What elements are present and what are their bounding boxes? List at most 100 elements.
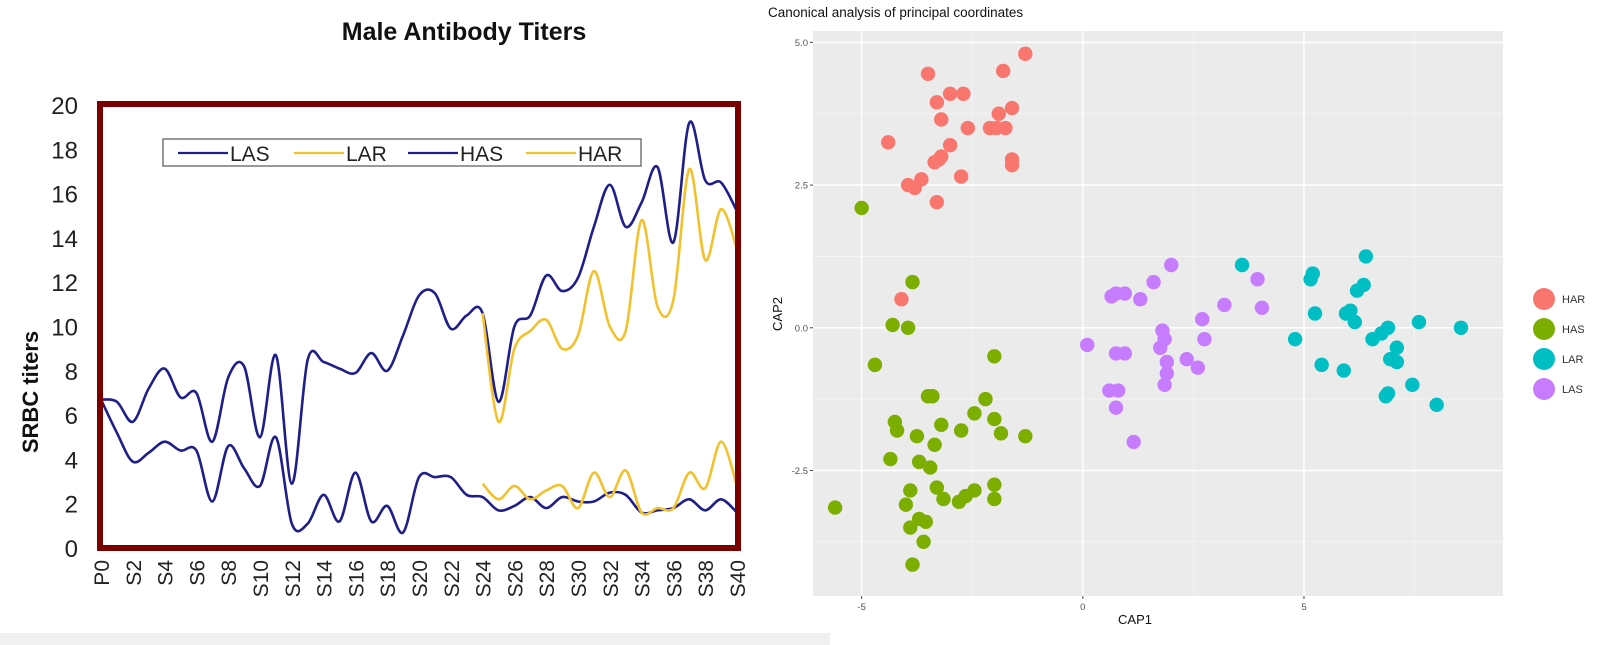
point-lar — [1307, 306, 1323, 321]
series-line-har — [481, 167, 737, 424]
cap-scatter-chart: Canonical analysis of principal coordina… — [768, 5, 1585, 627]
x-axis-ticks: P0 S2 S4 S6 S8 S10 S12 S14 S16 S18 S20 S22 S24 S26 S28… — [91, 560, 750, 598]
point-las — [1250, 272, 1265, 287]
legend-key-has — [1533, 318, 1555, 340]
y-tick-label: 2 — [65, 492, 78, 519]
axis-ticks: -5 0 5 -2.5 0.0 2.5 5.0 — [792, 38, 1307, 613]
point-lar — [1314, 357, 1329, 373]
point-lar — [1411, 314, 1427, 330]
point-har — [907, 180, 922, 196]
legend-label-has: HAS — [460, 143, 503, 166]
point-has — [967, 483, 982, 498]
point-has — [909, 429, 925, 444]
series-line-has — [101, 120, 737, 486]
y-tick-label: 18 — [51, 137, 78, 164]
series-lines — [101, 120, 737, 535]
point-las — [1153, 340, 1168, 355]
point-lar — [1349, 283, 1365, 298]
scatter-points — [827, 46, 1469, 572]
plot-panel — [813, 31, 1503, 596]
point-has — [934, 417, 949, 432]
y-tick-label: 0 — [65, 536, 78, 563]
point-las — [1108, 400, 1124, 415]
point-las — [1197, 331, 1212, 347]
x-tick-label: S24 — [473, 560, 496, 598]
point-has — [905, 274, 920, 290]
x-tick-label: S10 — [250, 560, 273, 597]
point-las — [1164, 257, 1179, 273]
x-tick-label: S36 — [663, 560, 686, 597]
x-tick-label: -5 — [857, 602, 865, 613]
x-tick-label: S4 — [155, 560, 178, 586]
x-tick-label: S28 — [536, 560, 559, 597]
y-axis-ticks: 0 2 4 6 8 10 12 14 16 18 20 — [51, 93, 78, 563]
x-tick-label: S34 — [632, 560, 655, 598]
y-tick-label: 14 — [51, 226, 78, 253]
point-las — [1195, 312, 1210, 327]
point-lar — [1405, 377, 1420, 393]
point-har — [995, 63, 1011, 79]
point-has — [936, 491, 951, 507]
point-has — [911, 454, 927, 470]
point-has — [923, 460, 938, 475]
legend-label-has: HAS — [1562, 324, 1585, 336]
point-lar — [1389, 340, 1405, 355]
y-axis-label: SRBC titers — [18, 331, 43, 453]
point-has — [929, 480, 945, 495]
point-har — [1004, 157, 1020, 173]
point-las — [1133, 292, 1148, 307]
x-tick-label: S32 — [600, 560, 623, 597]
point-has — [918, 514, 933, 530]
point-lar — [1303, 272, 1318, 287]
point-har — [1004, 100, 1020, 116]
point-las — [1108, 286, 1124, 301]
point-has — [898, 497, 914, 512]
point-har — [880, 135, 896, 150]
point-las — [1254, 300, 1270, 315]
plot-frame — [97, 101, 741, 551]
x-tick-label: 5 — [1301, 602, 1306, 613]
point-lar — [1287, 331, 1303, 347]
point-las — [1179, 351, 1194, 367]
point-lar — [1336, 363, 1351, 378]
point-har — [934, 112, 949, 127]
x-tick-label: S12 — [282, 560, 305, 597]
point-has — [987, 477, 1002, 492]
point-has — [953, 423, 969, 438]
x-tick-label: S20 — [409, 560, 432, 597]
point-har — [929, 195, 945, 210]
legend-label-las: LAS — [1562, 384, 1583, 396]
point-las — [1157, 377, 1172, 393]
x-tick-label: S26 — [504, 560, 527, 597]
antibody-titers-line-chart: Male Antibody Titers SRBC titers 0 2 4 6 8 10… — [18, 18, 750, 598]
point-har — [920, 66, 936, 82]
y-tick-label: 0.0 — [795, 323, 808, 334]
point-has — [987, 491, 1002, 507]
point-har — [929, 95, 945, 110]
point-lar — [1234, 257, 1250, 273]
point-has — [903, 520, 918, 535]
y-axis-label: CAP2 — [770, 297, 785, 331]
series-line-las — [101, 399, 737, 535]
y-tick-label: 8 — [65, 359, 78, 386]
point-las — [1159, 354, 1175, 370]
point-has — [1018, 429, 1033, 444]
legend-key-lar — [1533, 348, 1555, 370]
point-har — [989, 120, 1004, 136]
point-has — [900, 320, 916, 335]
point-has — [927, 437, 942, 452]
point-las — [1146, 274, 1161, 290]
point-lar — [1389, 354, 1405, 370]
point-has — [993, 426, 1009, 441]
point-has — [967, 406, 982, 421]
y-tick-label: 16 — [51, 182, 78, 209]
x-tick-label: 0 — [1080, 602, 1085, 613]
point-lar — [1343, 303, 1358, 318]
footer-strip — [0, 633, 830, 645]
point-has — [925, 389, 940, 404]
point-har — [942, 137, 958, 153]
legend: LAS LAR HAS HAR — [162, 138, 642, 167]
point-har — [931, 152, 947, 167]
point-has — [916, 534, 931, 549]
point-has — [987, 349, 1002, 364]
